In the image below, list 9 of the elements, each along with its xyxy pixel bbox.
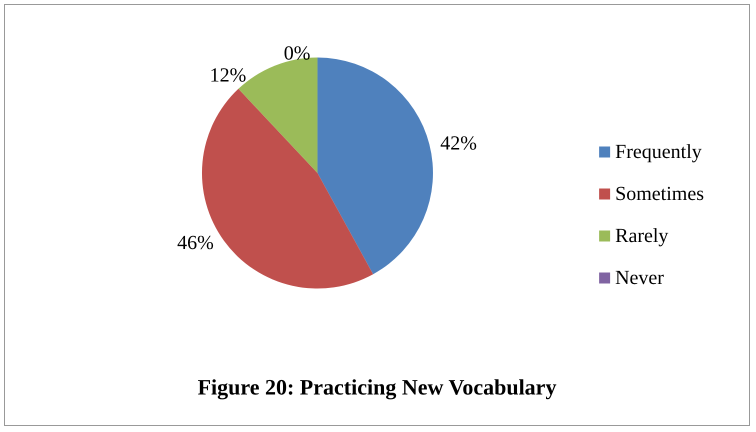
legend-label: Rarely	[615, 225, 668, 247]
legend-label: Never	[615, 267, 664, 289]
data-label: 46%	[177, 232, 214, 254]
legend-label: Sometimes	[615, 183, 704, 205]
text: 0%	[284, 42, 310, 64]
data-label: 42%	[440, 132, 477, 154]
data-label: 12%	[210, 64, 246, 86]
legend-label: Frequently	[615, 141, 702, 163]
text: Figure 20: Practicing New Vocabulary	[198, 374, 556, 400]
